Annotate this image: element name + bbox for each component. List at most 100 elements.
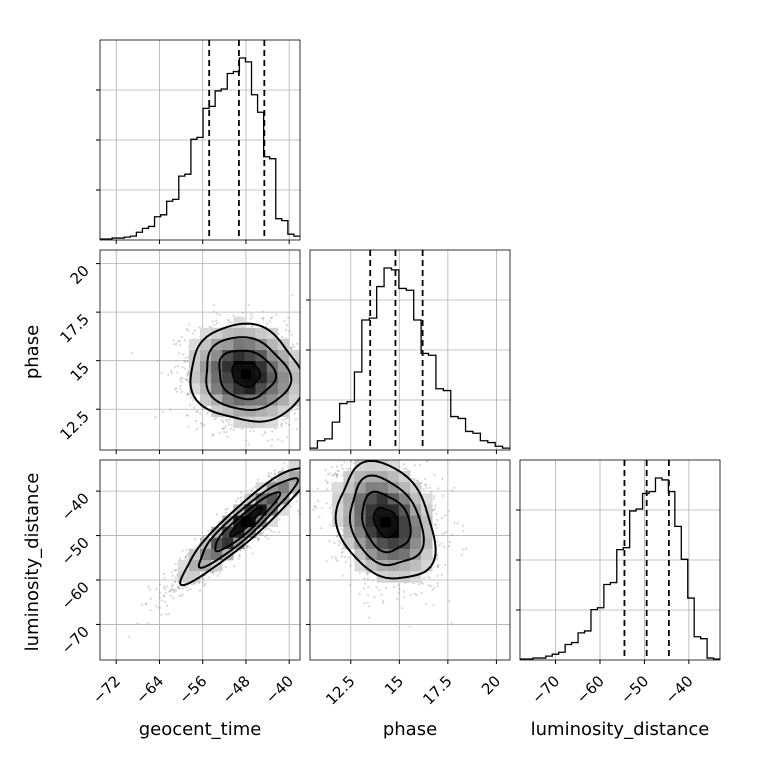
scatter-point bbox=[265, 533, 268, 537]
density-cell bbox=[233, 405, 245, 418]
contour-level-3 bbox=[189, 322, 300, 423]
scatter-point bbox=[206, 412, 209, 415]
scatter-point bbox=[171, 583, 174, 586]
density-cell bbox=[200, 361, 212, 373]
density-cell bbox=[222, 350, 234, 362]
density-cell bbox=[266, 383, 279, 395]
scatter-point bbox=[256, 539, 259, 542]
density-cell bbox=[200, 350, 212, 362]
density-cell bbox=[244, 416, 256, 429]
scatter-point bbox=[193, 329, 196, 332]
scatter-point bbox=[301, 466, 303, 468]
scatter-point bbox=[310, 468, 312, 470]
scatter-point bbox=[303, 461, 305, 463]
scatter-point bbox=[163, 587, 167, 591]
scatter-point bbox=[311, 478, 313, 480]
scatter-point bbox=[158, 591, 161, 595]
scatter-point bbox=[177, 340, 180, 343]
scatter-point bbox=[403, 595, 406, 599]
scatter-point bbox=[212, 323, 215, 326]
scatter-point bbox=[311, 472, 313, 474]
scatter-point bbox=[163, 600, 166, 603]
density-cell bbox=[266, 338, 279, 351]
scatter-point bbox=[179, 384, 182, 387]
scatter-point bbox=[181, 377, 184, 380]
scatter-point bbox=[140, 603, 143, 606]
density-cell bbox=[277, 361, 290, 373]
scatter-point bbox=[397, 592, 400, 595]
scatter-point bbox=[199, 412, 202, 415]
scatter-point bbox=[382, 599, 385, 603]
scatter-point bbox=[273, 469, 276, 472]
scatter-point bbox=[262, 531, 265, 534]
density-geocent-time-phase bbox=[131, 294, 329, 467]
density-cell bbox=[266, 394, 279, 406]
scatter-point bbox=[284, 417, 288, 420]
scatter-point bbox=[247, 545, 250, 548]
contour-level-2 bbox=[197, 477, 300, 569]
scatter-point bbox=[179, 376, 182, 380]
scatter-point bbox=[271, 316, 274, 319]
scatter-point bbox=[131, 352, 134, 355]
scatter-point bbox=[278, 531, 281, 534]
scatter-point bbox=[144, 603, 147, 606]
scatter-point bbox=[170, 589, 173, 592]
scatter-point bbox=[186, 378, 189, 381]
scatter-point bbox=[169, 594, 172, 598]
scatter-point bbox=[268, 320, 271, 323]
scatter-point bbox=[154, 416, 157, 419]
scatter-point bbox=[310, 397, 312, 399]
scatter-point bbox=[238, 554, 241, 557]
density-cell bbox=[255, 383, 268, 395]
scatter-point bbox=[186, 392, 189, 395]
scatter-point bbox=[184, 356, 187, 359]
scatter-point bbox=[281, 469, 284, 472]
scatter-point bbox=[233, 565, 236, 568]
density-peak bbox=[240, 369, 251, 380]
scatter-point bbox=[239, 499, 242, 502]
scatter-point bbox=[226, 507, 229, 510]
scatter-point bbox=[301, 473, 303, 475]
scatter-point bbox=[199, 589, 202, 592]
scatter-point bbox=[211, 433, 214, 436]
scatter-point bbox=[180, 335, 183, 338]
scatter-point bbox=[275, 478, 279, 481]
scatter-point bbox=[327, 385, 329, 387]
density-cell bbox=[233, 350, 245, 362]
scatter-point bbox=[207, 410, 210, 413]
density-cell bbox=[277, 405, 290, 418]
scatter-point bbox=[270, 317, 273, 320]
density-cell bbox=[288, 350, 300, 362]
scatter-point bbox=[342, 574, 345, 577]
scatter-point bbox=[433, 474, 436, 477]
scatter-point bbox=[326, 352, 328, 354]
scatter-point bbox=[215, 312, 218, 315]
scatter-point bbox=[301, 492, 303, 494]
scatter-point bbox=[300, 371, 302, 373]
scatter-point bbox=[317, 380, 319, 382]
scatter-point bbox=[223, 427, 226, 430]
scatter-point bbox=[146, 622, 149, 625]
scatter-point bbox=[277, 438, 280, 441]
scatter-point bbox=[312, 478, 314, 480]
scatter-point bbox=[198, 326, 201, 329]
scatter-point bbox=[171, 574, 174, 577]
density-cell bbox=[233, 504, 245, 516]
density-cell bbox=[288, 372, 300, 384]
scatter-point bbox=[224, 508, 227, 511]
scatter-point bbox=[328, 466, 330, 468]
density-cell bbox=[244, 327, 256, 340]
scatter-point bbox=[307, 478, 309, 480]
scatter-point bbox=[303, 448, 305, 450]
scatter-point bbox=[196, 410, 199, 413]
density-cell bbox=[233, 327, 245, 340]
scatter-point bbox=[231, 465, 233, 467]
scatter-point bbox=[261, 434, 264, 437]
scatter-point bbox=[440, 542, 443, 545]
scatter-point bbox=[304, 457, 306, 459]
scatter-point bbox=[229, 418, 232, 421]
scatter-point bbox=[312, 470, 314, 472]
scatter-point bbox=[307, 380, 309, 382]
scatter-point bbox=[136, 622, 139, 625]
scatter-point bbox=[176, 365, 179, 368]
